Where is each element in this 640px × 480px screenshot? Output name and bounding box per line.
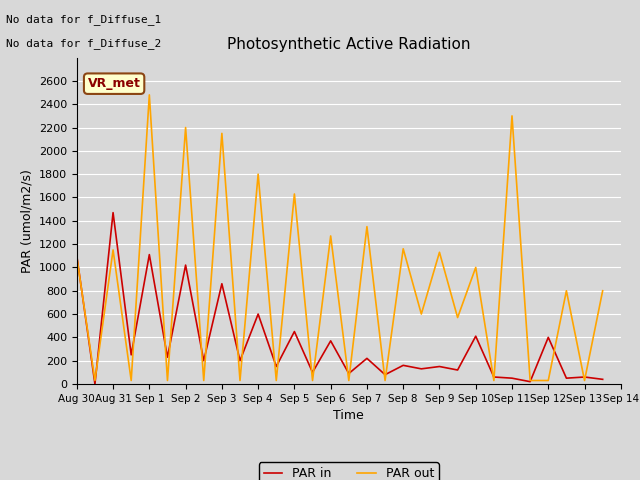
PAR in: [580, 374, 588, 380]
PAR in: [345, 371, 353, 376]
PAR in: [472, 333, 479, 339]
PAR out: [308, 378, 316, 384]
PAR out: [472, 264, 479, 270]
PAR in: [454, 367, 461, 373]
PAR in: [291, 329, 298, 335]
PAR in: [545, 335, 552, 340]
PAR out: [526, 378, 534, 384]
PAR in: [254, 311, 262, 317]
PAR in: [145, 252, 153, 257]
PAR out: [436, 250, 444, 255]
PAR out: [273, 378, 280, 384]
PAR in: [599, 376, 607, 382]
PAR out: [200, 378, 207, 384]
PAR in: [508, 375, 516, 381]
PAR in: [127, 352, 135, 358]
PAR out: [291, 191, 298, 197]
PAR out: [218, 131, 226, 136]
PAR out: [381, 378, 389, 384]
PAR out: [127, 378, 135, 384]
Y-axis label: PAR (umol/m2/s): PAR (umol/m2/s): [20, 169, 33, 273]
Title: Photosynthetic Active Radiation: Photosynthetic Active Radiation: [227, 37, 470, 52]
PAR out: [254, 171, 262, 177]
Text: VR_met: VR_met: [88, 77, 141, 90]
PAR in: [91, 381, 99, 387]
PAR in: [109, 210, 117, 216]
PAR in: [526, 379, 534, 384]
PAR out: [363, 224, 371, 229]
PAR in: [182, 262, 189, 268]
PAR in: [273, 364, 280, 370]
PAR out: [580, 378, 588, 384]
PAR in: [563, 375, 570, 381]
PAR in: [381, 372, 389, 378]
PAR out: [417, 311, 425, 317]
PAR out: [164, 378, 172, 384]
PAR out: [399, 246, 407, 252]
Text: No data for f_Diffuse_2: No data for f_Diffuse_2: [6, 38, 162, 49]
PAR out: [91, 378, 99, 384]
PAR out: [563, 288, 570, 294]
PAR in: [363, 356, 371, 361]
PAR out: [508, 113, 516, 119]
Text: No data for f_Diffuse_1: No data for f_Diffuse_1: [6, 14, 162, 25]
PAR in: [164, 354, 172, 360]
PAR out: [73, 254, 81, 260]
PAR in: [490, 374, 498, 380]
PAR in: [436, 364, 444, 370]
PAR out: [454, 315, 461, 321]
PAR out: [109, 247, 117, 253]
PAR in: [218, 281, 226, 287]
PAR out: [182, 125, 189, 131]
Line: PAR in: PAR in: [77, 213, 603, 384]
PAR out: [345, 378, 353, 384]
PAR out: [545, 378, 552, 384]
X-axis label: Time: Time: [333, 409, 364, 422]
PAR out: [490, 378, 498, 384]
PAR out: [599, 288, 607, 294]
PAR out: [236, 378, 244, 384]
PAR out: [145, 92, 153, 98]
Legend: PAR in, PAR out: PAR in, PAR out: [259, 462, 439, 480]
PAR in: [327, 338, 335, 344]
PAR in: [73, 253, 81, 259]
Line: PAR out: PAR out: [77, 95, 603, 381]
PAR in: [308, 370, 316, 375]
PAR in: [417, 366, 425, 372]
PAR in: [236, 358, 244, 363]
PAR in: [399, 362, 407, 368]
PAR in: [200, 358, 207, 363]
PAR out: [327, 233, 335, 239]
